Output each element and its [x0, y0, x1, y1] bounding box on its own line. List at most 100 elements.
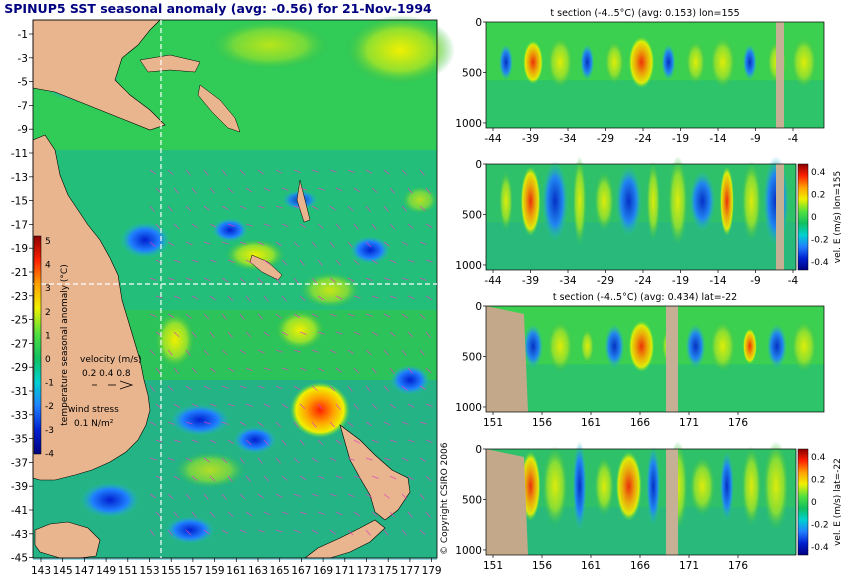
- velocity-arrow: [227, 223, 235, 227]
- section-mask-strip: [666, 306, 678, 412]
- velocity-arrow: [311, 457, 318, 463]
- velocity-arrow: [257, 349, 265, 354]
- section-warm-feature: [520, 166, 541, 237]
- velocity-arrow: [173, 331, 180, 338]
- velocity-arrow: [365, 241, 372, 248]
- velocity-arrow: [209, 439, 217, 444]
- section-x-tick-label: -9: [750, 275, 760, 287]
- velocity-arrow: [185, 421, 193, 425]
- map-x-tick-label: 157: [183, 565, 203, 577]
- velocity-arrow: [191, 295, 199, 300]
- velocity-arrow: [383, 205, 389, 212]
- section-x-tick-label: 166: [630, 560, 650, 572]
- velocity-arrow: [389, 295, 397, 299]
- velocity-arrow: [383, 529, 389, 536]
- velocity-arrow: [329, 205, 336, 211]
- velocity-arrow: [155, 367, 161, 374]
- velocity-arrow: [263, 439, 269, 446]
- velocity-arrow: [353, 331, 361, 336]
- section-x-tick-label: -44: [484, 275, 501, 287]
- velocity-arrow: [173, 259, 181, 263]
- velocity-legend-values: 0.2 0.4 0.8: [82, 369, 131, 379]
- velocity-arrow: [311, 349, 319, 353]
- section-cold-feature: [766, 324, 787, 369]
- section-colorbar-tick: 0: [811, 213, 817, 223]
- section-land-australia: [486, 306, 528, 412]
- velocity-arrow: [191, 223, 198, 229]
- velocity-arrow: [149, 349, 156, 356]
- velocity-arrow: [227, 403, 235, 407]
- velocity-arrow: [389, 187, 395, 194]
- section-mask-strip: [776, 22, 784, 128]
- wind-legend-value: 0.1 N/m²: [74, 419, 114, 429]
- section-colorbar: [797, 163, 809, 271]
- velocity-arrow: [383, 493, 390, 499]
- velocity-arrow: [389, 475, 397, 480]
- map-x-tick-label: 153: [139, 565, 159, 577]
- section-cold-feature: [719, 451, 734, 522]
- velocity-arrow: [407, 187, 413, 194]
- velocity-arrow: [311, 241, 317, 248]
- velocity-arrow: [257, 241, 265, 246]
- velocity-arrow: [149, 457, 157, 461]
- velocity-arrow: [257, 529, 265, 533]
- velocity-arrow: [245, 223, 253, 227]
- velocity-arrow: [263, 295, 269, 302]
- velocity-arrow: [209, 511, 215, 518]
- velocity-arrow: [425, 223, 433, 228]
- velocity-arrow: [257, 313, 264, 320]
- velocity-arrow: [347, 313, 355, 317]
- section-x-tick-label: -14: [709, 133, 726, 145]
- section-x-tick-label: -34: [559, 133, 576, 145]
- map-y-tick-label: -23: [11, 291, 28, 303]
- velocity-arrow: [281, 331, 289, 336]
- velocity-arrow: [155, 223, 161, 230]
- map-colorbar-tick: -3: [45, 426, 54, 436]
- velocity-arrow: [275, 241, 282, 247]
- velocity-arrow: [167, 529, 173, 536]
- section-x-tick-label: 151: [483, 417, 503, 429]
- velocity-arrow: [329, 457, 337, 462]
- map-colorbar-bar: [33, 235, 42, 455]
- section-colorbar-label: vel. E (m/s) lon=155: [833, 171, 843, 263]
- velocity-arrow: [407, 475, 414, 481]
- velocity-arrow: [425, 331, 431, 338]
- velocity-arrow: [221, 313, 227, 320]
- velocity-arrow: [149, 421, 157, 426]
- velocity-arrow: [245, 259, 253, 264]
- map-y-tick-label: -15: [11, 196, 28, 208]
- velocity-arrow: [239, 457, 245, 464]
- velocity-arrow: [317, 475, 325, 480]
- velocity-arrow: [167, 421, 175, 425]
- velocity-arrow: [275, 457, 281, 464]
- velocity-arrow: [257, 385, 265, 389]
- section-x-tick-label: -39: [522, 133, 539, 145]
- velocity-arrow: [245, 295, 251, 302]
- velocity-legend-title: velocity (m/s): [80, 355, 142, 365]
- map-colorbar-tick: -4: [45, 449, 54, 459]
- velocity-arrow: [425, 511, 431, 518]
- velocity-arrow: [245, 367, 253, 372]
- velocity-arrow: [419, 349, 425, 356]
- section-warm-feature: [741, 446, 762, 527]
- velocity-arrow: [365, 529, 371, 536]
- velocity-arrow: [149, 169, 157, 175]
- map-y-tick-label: -7: [18, 100, 28, 112]
- velocity-arrow: [167, 277, 175, 281]
- velocity-arrow: [311, 529, 319, 534]
- section-panel-2: 0 500 1000-44 -39 -34 -29 -24 -19 -14 -9 -4 0.4 0.2 0…: [455, 156, 843, 287]
- section-panel-1: t section (-4..5°C) (avg: 0.153) lon=155…: [455, 8, 825, 145]
- velocity-arrow: [389, 439, 397, 443]
- section-cold-feature: [661, 44, 676, 81]
- map-x-tick-label: 167: [291, 565, 311, 577]
- velocity-arrow: [245, 331, 252, 338]
- velocity-arrow: [263, 511, 271, 516]
- velocity-arrow: [335, 511, 343, 516]
- map-colorbar-label: temperature seasonal anomaly (°C): [60, 264, 70, 425]
- velocity-arrow: [299, 187, 307, 191]
- velocity-arrow: [329, 169, 337, 173]
- velocity-arrow: [419, 277, 427, 281]
- velocity-arrow: [389, 403, 396, 409]
- velocity-arrow: [203, 277, 211, 282]
